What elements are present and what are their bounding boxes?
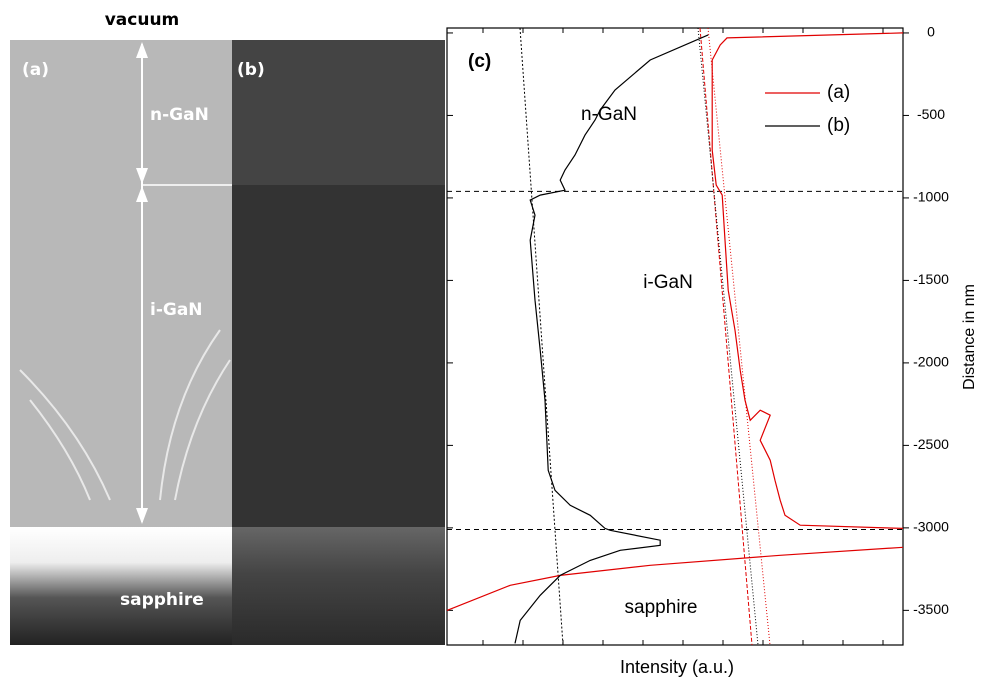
guide-line <box>520 28 563 645</box>
guide-line <box>708 28 770 645</box>
data-line <box>515 35 708 644</box>
y-tick-label: -1000 <box>913 189 949 205</box>
data-line <box>712 33 903 529</box>
legend-label: (a) <box>827 82 850 103</box>
panel-label: (c) <box>468 51 491 72</box>
vacuum-label: vacuum <box>105 10 180 30</box>
guide-line <box>698 28 758 645</box>
y-tick-label: -1500 <box>913 271 949 287</box>
y-tick-label: -500 <box>917 106 945 122</box>
layer-label: i-GaN <box>150 300 203 320</box>
annotation: i-GaN <box>643 272 693 293</box>
y-tick-label: -2000 <box>913 354 949 370</box>
panel-b-image <box>232 185 445 527</box>
y-tick-label: -3000 <box>913 519 949 535</box>
layer-label: n-GaN <box>150 105 209 125</box>
figure: vacuum (a) (b) n-GaN i-GaN sapphire 0 -50… <box>0 0 984 681</box>
annotation: sapphire <box>625 597 698 618</box>
y-tick-label: -3500 <box>913 601 949 617</box>
y-axis-label: Distance in nm <box>961 284 978 390</box>
layer-label: sapphire <box>120 590 204 610</box>
legend-label: (b) <box>827 115 850 136</box>
panel-label: (a) <box>22 60 49 80</box>
substrate-a <box>10 527 232 645</box>
y-tick-label: -2500 <box>913 436 949 452</box>
guide-line <box>700 28 752 645</box>
y-tick-label: 0 <box>927 24 935 40</box>
substrate-b <box>232 527 445 645</box>
micrograph: vacuum (a) (b) n-GaN i-GaN sapphire <box>10 10 445 645</box>
x-axis-label: Intensity (a.u.) <box>620 657 734 677</box>
annotation: n-GaN <box>581 104 637 125</box>
panel-label: (b) <box>237 60 265 80</box>
